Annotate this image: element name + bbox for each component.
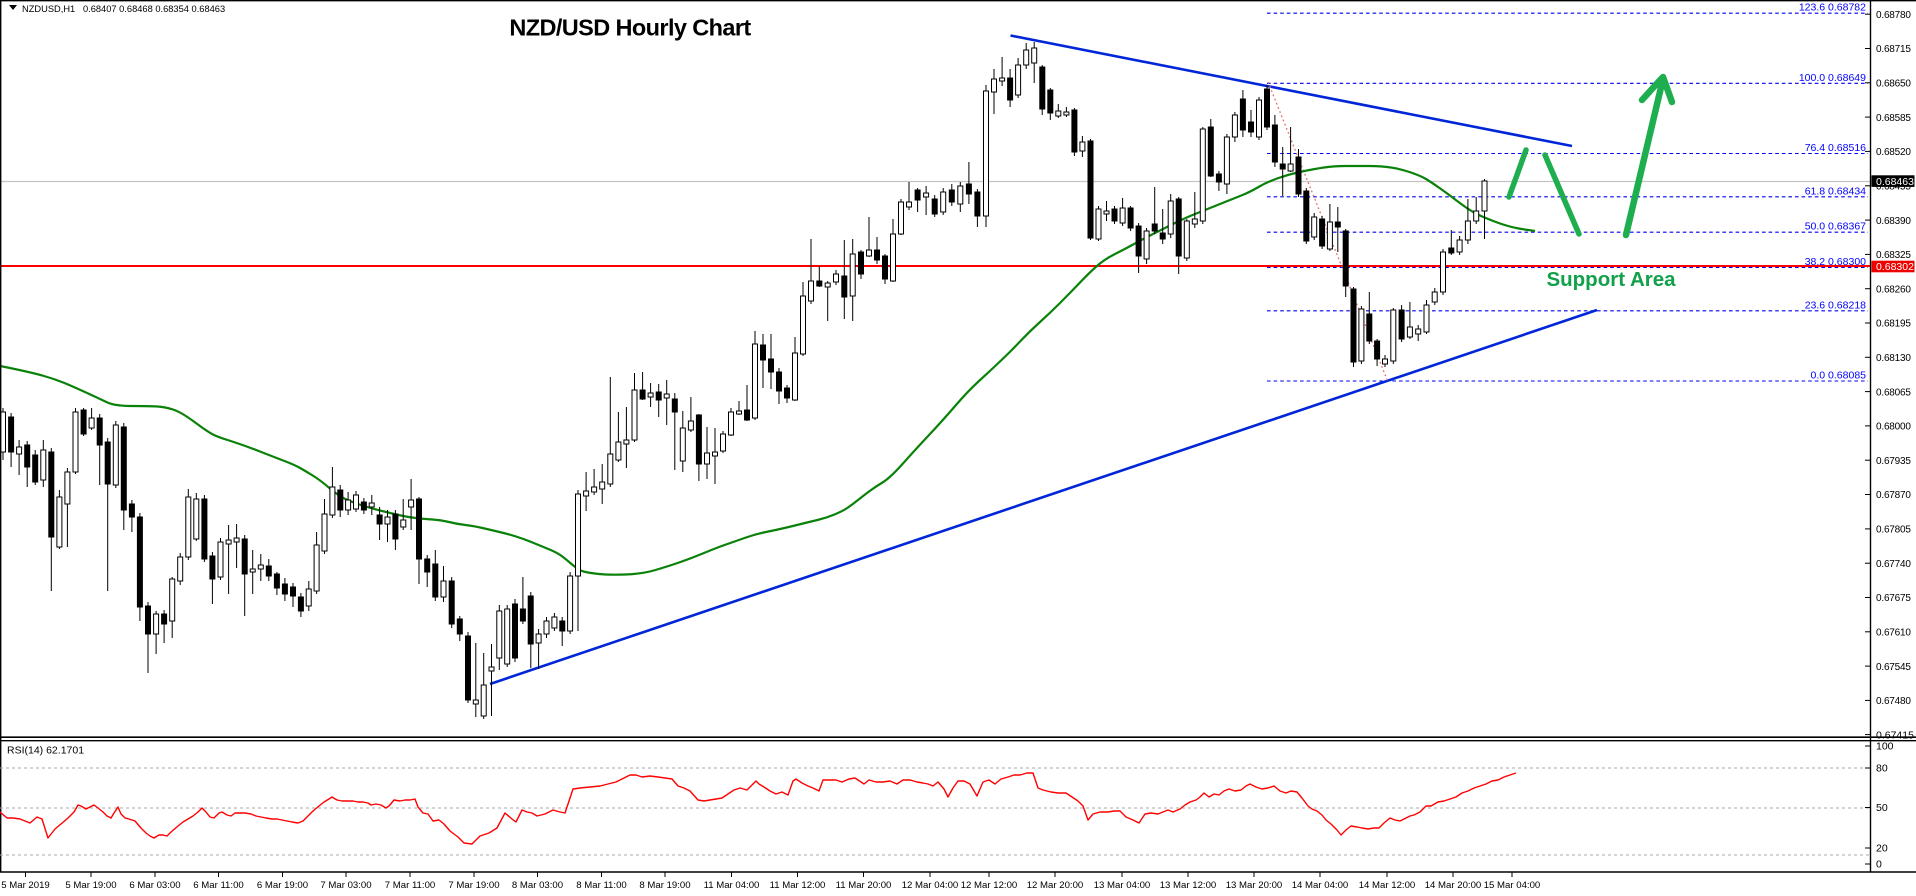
svg-text:5 Mar 19:00: 5 Mar 19:00 [65, 880, 116, 891]
svg-text:0.68130: 0.68130 [1876, 353, 1911, 364]
svg-text:8 Mar 03:00: 8 Mar 03:00 [512, 880, 563, 891]
svg-text:12 Mar 20:00: 12 Mar 20:00 [1027, 880, 1084, 891]
svg-text:0.68195: 0.68195 [1876, 319, 1911, 330]
svg-text:0.68000: 0.68000 [1876, 422, 1911, 433]
svg-text:14 Mar 20:00: 14 Mar 20:00 [1425, 880, 1482, 891]
svg-text:0.68715: 0.68715 [1876, 44, 1911, 55]
svg-text:0.67480: 0.67480 [1876, 696, 1911, 707]
svg-text:NZD/USD Hourly Chart: NZD/USD Hourly Chart [509, 15, 751, 41]
svg-text:0.68463: 0.68463 [1876, 176, 1914, 188]
svg-text:14 Mar 04:00: 14 Mar 04:00 [1292, 880, 1349, 891]
svg-text:0.67545: 0.67545 [1876, 662, 1911, 673]
svg-text:0.68650: 0.68650 [1876, 79, 1911, 90]
svg-text:15 Mar 04:00: 15 Mar 04:00 [1484, 880, 1541, 891]
svg-text:0.67610: 0.67610 [1876, 628, 1911, 639]
svg-text:50: 50 [1876, 802, 1888, 814]
svg-text:123.6 0.68782: 123.6 0.68782 [1799, 2, 1866, 14]
svg-text:6 Mar 11:00: 6 Mar 11:00 [193, 880, 243, 891]
svg-text:0.67675: 0.67675 [1876, 593, 1911, 604]
svg-text:7 Mar 11:00: 7 Mar 11:00 [385, 880, 435, 891]
svg-text:13 Mar 04:00: 13 Mar 04:00 [1094, 880, 1151, 891]
svg-text:8 Mar 19:00: 8 Mar 19:00 [639, 880, 690, 891]
svg-text:0.67870: 0.67870 [1876, 490, 1911, 501]
svg-text:23.6 0.68218: 23.6 0.68218 [1805, 299, 1866, 311]
svg-text:13 Mar 12:00: 13 Mar 12:00 [1160, 880, 1217, 891]
svg-text:0: 0 [1876, 859, 1882, 871]
svg-text:0.68390: 0.68390 [1876, 216, 1911, 227]
svg-text:100: 100 [1876, 741, 1894, 753]
svg-text:8 Mar 11:00: 8 Mar 11:00 [576, 880, 626, 891]
svg-text:NZDUSD,H1 0.68407 0.68468 0.: NZDUSD,H1 0.68407 0.68468 0.68354 0.6846… [22, 4, 225, 14]
svg-text:0.68520: 0.68520 [1876, 147, 1911, 158]
svg-text:13 Mar 20:00: 13 Mar 20:00 [1226, 880, 1283, 891]
svg-text:76.4 0.68516: 76.4 0.68516 [1805, 142, 1866, 154]
svg-text:0.68325: 0.68325 [1876, 250, 1911, 261]
svg-text:0.67740: 0.67740 [1876, 559, 1911, 570]
svg-text:0.68780: 0.68780 [1876, 10, 1911, 21]
svg-text:5 Mar 2019: 5 Mar 2019 [1, 880, 50, 891]
svg-text:11 Mar 04:00: 11 Mar 04:00 [704, 880, 760, 891]
svg-text:0.68302: 0.68302 [1876, 261, 1914, 273]
svg-text:6 Mar 03:00: 6 Mar 03:00 [129, 880, 180, 891]
svg-text:0.0 0.68085: 0.0 0.68085 [1811, 370, 1867, 382]
svg-text:0.68585: 0.68585 [1876, 113, 1911, 124]
svg-text:0.67935: 0.67935 [1876, 456, 1911, 467]
svg-text:20: 20 [1876, 843, 1888, 855]
svg-text:7 Mar 19:00: 7 Mar 19:00 [448, 880, 499, 891]
svg-text:12 Mar 12:00: 12 Mar 12:00 [961, 880, 1018, 891]
svg-text:14 Mar 12:00: 14 Mar 12:00 [1359, 880, 1416, 891]
svg-text:12 Mar 04:00: 12 Mar 04:00 [902, 880, 959, 891]
svg-text:50.0 0.68367: 50.0 0.68367 [1805, 221, 1866, 233]
svg-text:61.8 0.68434: 61.8 0.68434 [1805, 185, 1866, 197]
svg-text:0.67415: 0.67415 [1876, 729, 1914, 741]
svg-text:0.68065: 0.68065 [1876, 387, 1911, 398]
svg-text:11 Mar 20:00: 11 Mar 20:00 [836, 880, 892, 891]
svg-text:RSI(14) 62.1701: RSI(14) 62.1701 [7, 745, 84, 757]
svg-text:11 Mar 12:00: 11 Mar 12:00 [770, 880, 826, 891]
svg-text:0.67805: 0.67805 [1876, 525, 1911, 536]
svg-text:7 Mar 03:00: 7 Mar 03:00 [320, 880, 371, 891]
svg-text:0.68260: 0.68260 [1876, 284, 1911, 295]
svg-text:Support Area: Support Area [1546, 268, 1676, 291]
svg-text:80: 80 [1876, 763, 1888, 775]
svg-text:100.0 0.68649: 100.0 0.68649 [1799, 72, 1866, 84]
svg-text:6 Mar 19:00: 6 Mar 19:00 [257, 880, 308, 891]
